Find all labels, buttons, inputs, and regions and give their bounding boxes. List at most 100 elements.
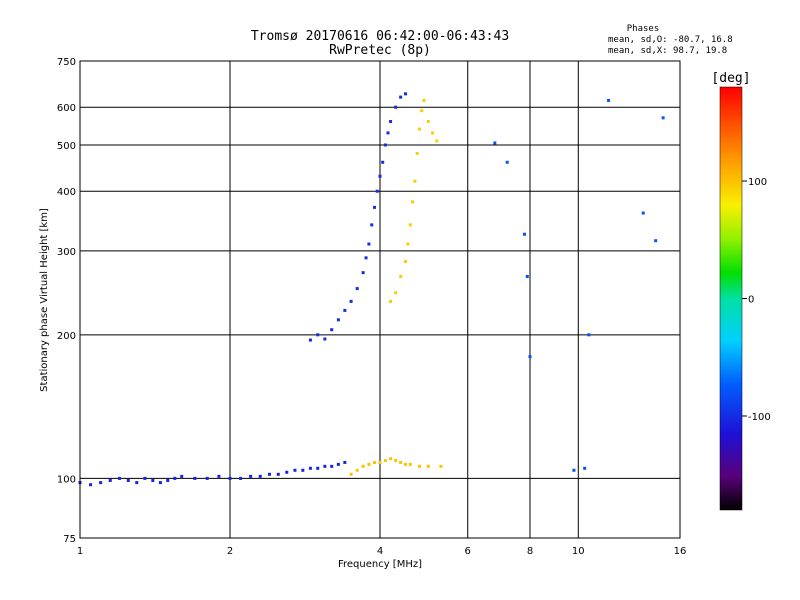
data-point [399, 460, 403, 464]
series-group [308, 92, 407, 342]
series-group [78, 460, 347, 487]
data-point [336, 462, 340, 466]
data-point [361, 271, 365, 275]
data-point [403, 259, 407, 263]
data-point [336, 318, 340, 322]
chart-subtitle: RwPretec (8p) [329, 43, 431, 58]
data-point [267, 472, 271, 476]
data-point [528, 355, 532, 359]
phase-info-x: mean, sd,X: 98.7, 19.8 [608, 46, 727, 56]
data-point [239, 476, 243, 480]
y-axis-ticks: 75 100 200 300 400 500 600 750 [57, 57, 76, 545]
data-point [417, 464, 421, 468]
phase-info-heading: Phases [627, 24, 660, 34]
series-group [389, 98, 439, 303]
data-point [158, 481, 162, 485]
data-point [349, 472, 353, 476]
data-point [373, 460, 377, 464]
y-tick-label: 600 [57, 103, 76, 114]
chart-title: Tromsø 20170616 06:42:00-06:43:43 [251, 29, 509, 44]
data-point [99, 481, 103, 485]
data-point [394, 291, 398, 295]
y-axis-label: Stationary phase Virtual Height [km] [39, 208, 50, 392]
x-tick-label: 6 [465, 546, 471, 557]
colorbar-tick-label: 0 [748, 295, 754, 306]
data-point [394, 459, 398, 463]
x-tick-label: 8 [527, 546, 533, 557]
data-point [205, 476, 209, 480]
data-point [435, 139, 439, 143]
data-point [343, 308, 347, 312]
data-point [389, 120, 393, 124]
colorbar-label: [deg] [711, 71, 750, 86]
data-point [493, 141, 497, 145]
data-point [343, 460, 347, 464]
colorbar-tick-label: -100 [748, 412, 771, 423]
data-point [413, 179, 417, 183]
x-tick-label: 1 [77, 546, 83, 557]
y-tick-label: 200 [57, 331, 76, 342]
data-point [117, 476, 121, 480]
data-point [383, 143, 387, 147]
data-point [505, 160, 509, 164]
y-tick-label: 300 [57, 247, 76, 258]
data-points [78, 92, 665, 487]
x-tick-label: 10 [572, 546, 585, 557]
data-point [355, 468, 359, 472]
data-point [355, 287, 359, 291]
data-point [389, 299, 393, 303]
data-point [572, 468, 576, 472]
series-group [493, 98, 665, 472]
data-point [378, 460, 382, 464]
data-point [301, 468, 305, 472]
data-point [361, 464, 365, 468]
data-point [293, 468, 297, 472]
data-point [330, 328, 334, 332]
data-point [228, 476, 232, 480]
data-point [417, 127, 421, 131]
y-tick-label: 500 [57, 141, 76, 152]
data-point [258, 474, 262, 478]
y-tick-label: 400 [57, 187, 76, 198]
data-point [367, 462, 371, 466]
data-point [431, 131, 435, 135]
data-point [323, 464, 327, 468]
data-point [415, 151, 419, 155]
x-axis-ticks: 1 2 4 6 8 10 16 [77, 546, 687, 557]
data-point [330, 464, 334, 468]
data-point [373, 205, 377, 209]
data-point [193, 476, 197, 480]
plot-frame [79, 60, 681, 539]
y-tick-label: 100 [57, 474, 76, 485]
data-point [217, 474, 221, 478]
data-point [403, 92, 407, 96]
data-point [316, 466, 320, 470]
data-point [126, 478, 130, 482]
data-point [249, 474, 253, 478]
data-point [420, 109, 424, 113]
colorbar-tick-label: 100 [748, 177, 767, 188]
data-point [108, 478, 112, 482]
data-point [151, 478, 155, 482]
data-point [607, 98, 611, 102]
x-tick-label: 16 [674, 546, 687, 557]
data-point [135, 481, 139, 485]
data-point [367, 242, 371, 246]
data-point [406, 242, 410, 246]
phase-info-o: mean, sd,O: -80.7, 16.8 [608, 35, 733, 45]
data-point [654, 239, 658, 243]
series-group [349, 457, 443, 476]
data-point [408, 223, 412, 227]
data-point [180, 474, 184, 478]
data-point [523, 232, 527, 236]
data-point [389, 457, 393, 461]
data-point [439, 464, 443, 468]
data-point [399, 275, 403, 279]
data-point [370, 223, 374, 227]
data-point [143, 476, 147, 480]
data-point [394, 105, 398, 109]
data-point [383, 459, 387, 463]
y-tick-label: 75 [63, 534, 76, 545]
data-point [426, 464, 430, 468]
data-point [323, 337, 327, 341]
